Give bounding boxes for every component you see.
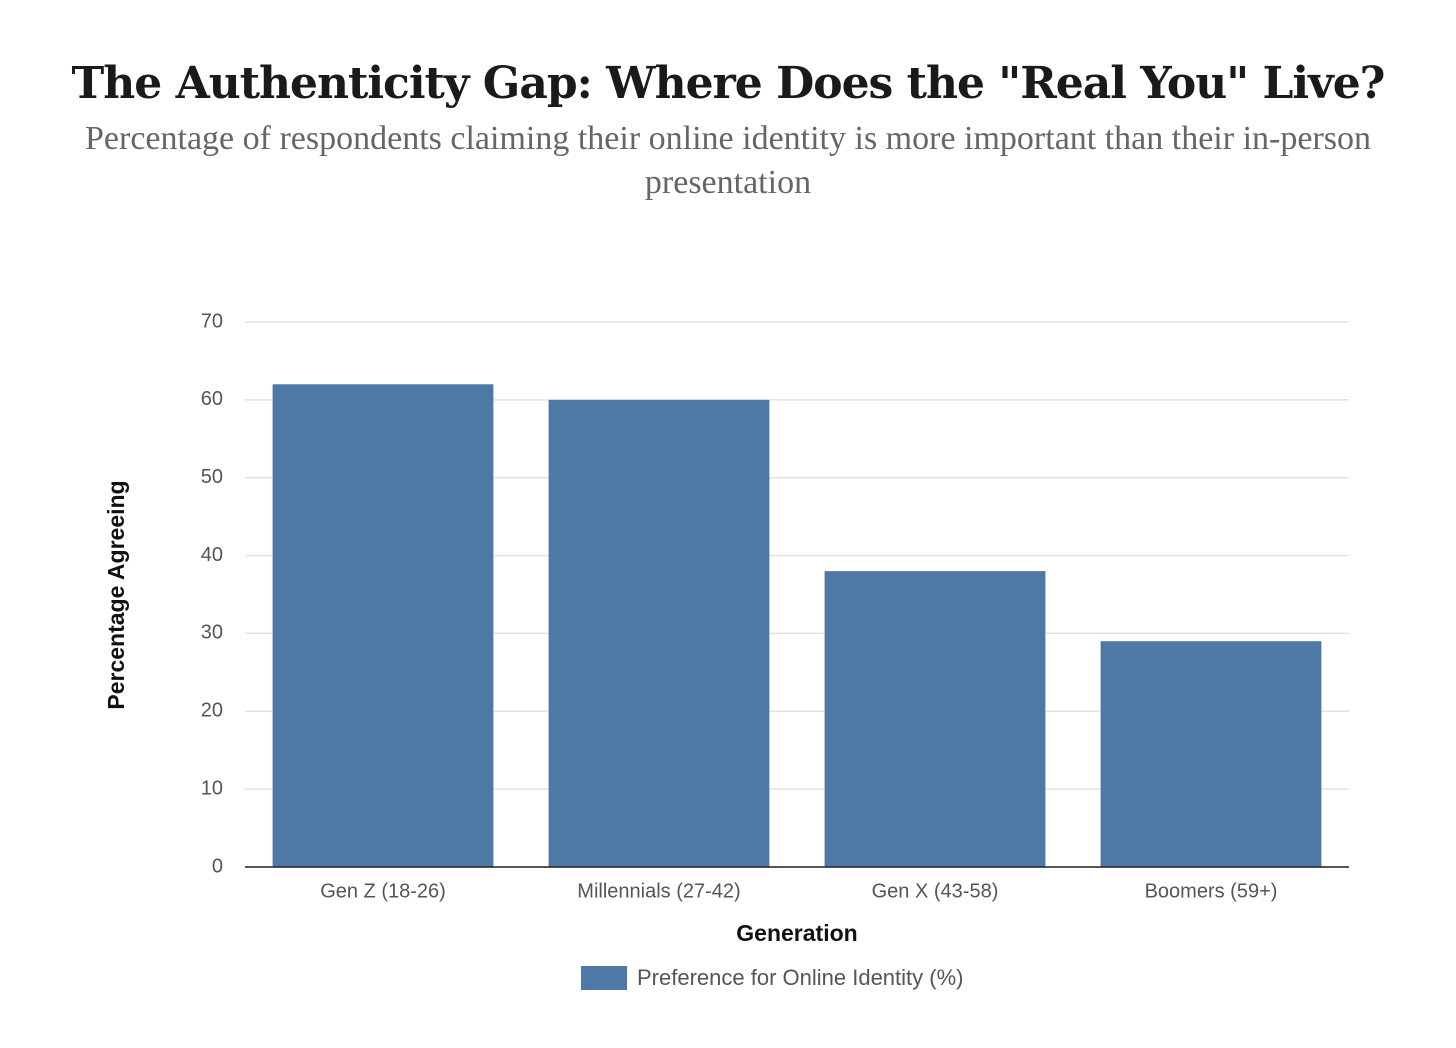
x-tick-label: Gen X (43-58) bbox=[872, 880, 999, 902]
bar bbox=[272, 384, 494, 867]
bar bbox=[824, 571, 1046, 867]
bar bbox=[548, 399, 770, 867]
x-tick-label: Gen Z (18-26) bbox=[320, 880, 446, 902]
y-tick-label: 0 bbox=[212, 855, 223, 877]
x-tick-label: Millennials (27-42) bbox=[577, 880, 740, 902]
x-tick-label: Boomers (59+) bbox=[1145, 880, 1278, 902]
y-tick-label: 30 bbox=[201, 622, 223, 644]
chart-title: The Authenticity Gap: Where Does the "Re… bbox=[71, 58, 1386, 109]
y-axis-title: Percentage Agreeing bbox=[103, 480, 129, 709]
y-tick-label: 60 bbox=[201, 388, 223, 410]
y-tick-label: 20 bbox=[201, 700, 223, 722]
header: The Authenticity Gap: Where Does the "Re… bbox=[0, 58, 1456, 205]
x-axis-title: Generation bbox=[736, 920, 857, 946]
legend-label: Preference for Online Identity (%) bbox=[637, 965, 963, 990]
y-tick-label: 70 bbox=[201, 310, 223, 332]
y-tick-label: 50 bbox=[201, 466, 223, 488]
y-tick-label: 40 bbox=[201, 544, 223, 566]
legend-swatch bbox=[581, 966, 627, 990]
bar bbox=[1100, 641, 1322, 867]
chart-subtitle: Percentage of respondents claiming their… bbox=[85, 120, 1371, 201]
y-tick-label: 10 bbox=[201, 777, 223, 799]
